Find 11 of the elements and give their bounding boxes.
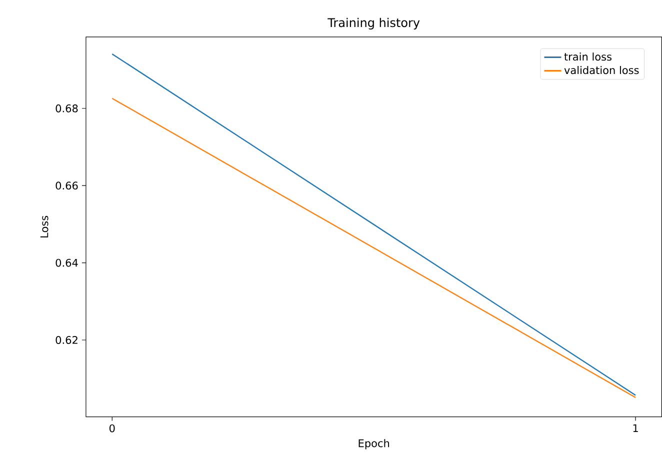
legend-label: validation loss bbox=[564, 66, 639, 74]
y-tick-label: 0.68 bbox=[56, 104, 78, 112]
x-tick-label: 1 bbox=[633, 424, 638, 432]
x-axis-title: Epoch bbox=[358, 439, 390, 450]
legend-label: train loss bbox=[564, 52, 612, 61]
y-tick-label: 0.66 bbox=[56, 182, 78, 190]
y-tick-label: 0.64 bbox=[56, 258, 78, 267]
x-tick-label: 0 bbox=[109, 424, 115, 432]
chart-title: Training history bbox=[328, 18, 420, 30]
y-axis-title: Loss bbox=[40, 216, 48, 238]
y-tick-label: 0.62 bbox=[56, 336, 78, 344]
